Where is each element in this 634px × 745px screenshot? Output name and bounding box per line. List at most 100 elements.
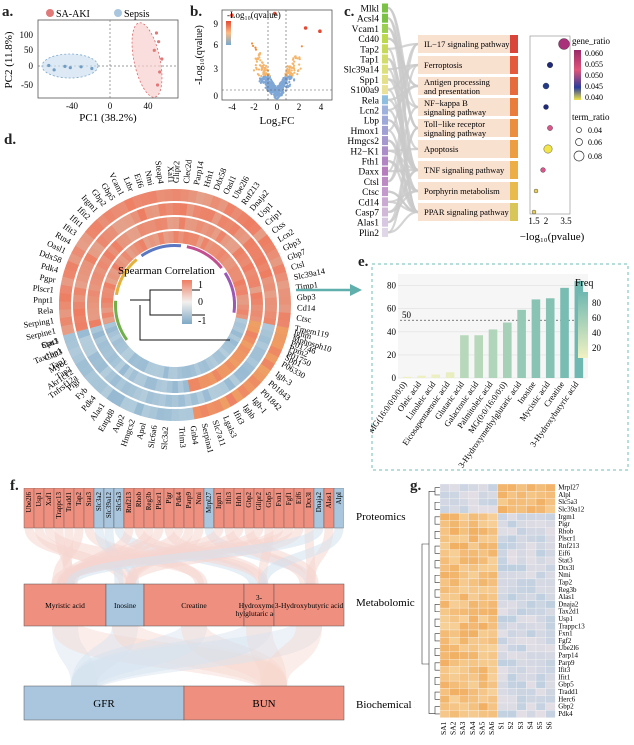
heatmap-cell bbox=[497, 702, 508, 711]
heatmap-cell bbox=[535, 702, 546, 711]
heatmap-cell bbox=[487, 673, 498, 682]
circos-cell-negative bbox=[246, 325, 260, 335]
heatmap-cell bbox=[545, 629, 556, 638]
pca-point bbox=[157, 40, 161, 44]
circos-cell-negative bbox=[181, 366, 188, 379]
circos-cell-negative bbox=[240, 339, 254, 351]
circos-cell-negative bbox=[170, 408, 180, 422]
heatmap-cell bbox=[439, 483, 450, 492]
protein-label: Gbp2 bbox=[245, 492, 253, 508]
metabolite-label: 3-Hydroxymet-hylglutaric acid bbox=[236, 593, 283, 618]
volcano-highlight-point bbox=[273, 11, 277, 16]
circos-cell-negative bbox=[227, 355, 241, 369]
circos-cell-positive bbox=[210, 227, 222, 241]
volcano-highlight-point bbox=[230, 13, 234, 17]
bar-ytick: 0 bbox=[392, 373, 397, 383]
heatmap-cell bbox=[516, 527, 527, 536]
gene-label: Slc39a14 bbox=[344, 66, 380, 76]
circos-legend-value: 1 bbox=[198, 280, 203, 291]
circos-cell-negative bbox=[111, 336, 125, 348]
gene-label: Tap1 bbox=[360, 56, 379, 66]
bar-ytick: 40 bbox=[387, 327, 397, 337]
circos-cell-positive bbox=[172, 203, 181, 216]
heatmap-cell bbox=[468, 513, 479, 521]
circos-cell-positive bbox=[252, 228, 268, 243]
pathway-color-bar bbox=[510, 140, 518, 158]
bar-threshold-label: 50 bbox=[402, 310, 412, 320]
circos-cell-positive bbox=[203, 239, 215, 253]
circos-cell-negative bbox=[178, 408, 187, 421]
protein-label: Parp9 bbox=[185, 492, 193, 509]
heatmap-cell bbox=[507, 534, 517, 543]
heatmap-cell bbox=[487, 534, 498, 543]
heatmap-cell bbox=[487, 600, 498, 609]
protein-label: Fxn1 bbox=[275, 492, 283, 507]
heatmap-cell bbox=[459, 527, 469, 536]
pca-point bbox=[152, 48, 156, 52]
heatmap-row-label: Usp1 bbox=[558, 615, 573, 623]
heatmap-cell bbox=[545, 491, 556, 499]
heatmap-cell bbox=[545, 600, 556, 609]
heatmap-cell bbox=[468, 527, 479, 536]
circos-cell-negative bbox=[137, 373, 148, 388]
heatmap-cell bbox=[507, 600, 517, 609]
pathway-box bbox=[418, 140, 518, 158]
heatmap-cell bbox=[526, 666, 537, 674]
volcano-point bbox=[276, 92, 279, 96]
panel-label-f: f. bbox=[10, 478, 19, 494]
circos-cell-negative bbox=[197, 375, 207, 390]
pathway-label: PPAR signaling pathway bbox=[424, 207, 509, 217]
circos-cell-negative bbox=[252, 345, 267, 358]
circos-cell-positive bbox=[237, 231, 252, 246]
circos-cell-positive bbox=[195, 220, 205, 234]
volcano-point bbox=[288, 69, 291, 72]
pca-point bbox=[90, 66, 94, 71]
heatmap-cell bbox=[439, 659, 450, 667]
circos-cell-negative bbox=[247, 374, 262, 389]
heatmap-cell bbox=[526, 637, 537, 645]
heatmap-row-label: Rhob bbox=[558, 527, 574, 535]
pca-ellipse-aki bbox=[131, 22, 163, 98]
circos-cell-negative bbox=[83, 369, 99, 384]
circos-cell-positive bbox=[59, 300, 72, 310]
circos-cell-positive bbox=[73, 301, 86, 310]
heatmap-cell bbox=[478, 542, 489, 550]
bubble-point bbox=[543, 144, 553, 154]
gene-label: Ctsl bbox=[364, 178, 380, 188]
heatmap-cell bbox=[487, 527, 498, 536]
circos-cell-negative bbox=[165, 380, 173, 393]
protein-node bbox=[103, 488, 114, 529]
pathway-box bbox=[418, 98, 518, 116]
volcano-point bbox=[292, 66, 295, 70]
circos-cell-negative bbox=[152, 364, 161, 378]
circos-cell-positive bbox=[172, 189, 182, 202]
pathway-color-bar bbox=[510, 182, 518, 200]
heatmap-cell bbox=[449, 542, 460, 550]
heatmap-cell bbox=[459, 505, 469, 514]
circos-cell-positive bbox=[83, 252, 98, 265]
heatmap-cell bbox=[507, 710, 517, 718]
circos-cell-negative bbox=[109, 355, 123, 369]
circos-outer-label: Pgpr bbox=[39, 272, 57, 285]
gene-node bbox=[382, 105, 388, 115]
heatmap-cell bbox=[468, 542, 479, 550]
circos-cell-negative bbox=[78, 334, 93, 346]
circos-cell-positive bbox=[235, 251, 249, 264]
heatmap-cell bbox=[535, 571, 546, 580]
pathway-label: Antigen processing and presentation bbox=[424, 77, 491, 96]
pca-point bbox=[63, 64, 67, 68]
heatmap-cell bbox=[478, 710, 489, 718]
volcano-point bbox=[271, 89, 275, 92]
circos-outer-label: Cd14 bbox=[297, 302, 317, 313]
circos-cell-negative bbox=[208, 354, 219, 368]
volcano-point bbox=[267, 79, 270, 82]
heatmap-cell bbox=[497, 593, 508, 601]
heatmap-cell bbox=[439, 520, 450, 528]
heatmap-cell bbox=[439, 607, 450, 616]
heatmap-cell bbox=[526, 644, 537, 653]
circos-cell-negative bbox=[106, 329, 120, 339]
heatmap-cell bbox=[439, 556, 450, 565]
heatmap-cell bbox=[545, 702, 556, 711]
circos-cell-negative bbox=[234, 317, 248, 325]
circos-cell-positive bbox=[236, 299, 250, 306]
